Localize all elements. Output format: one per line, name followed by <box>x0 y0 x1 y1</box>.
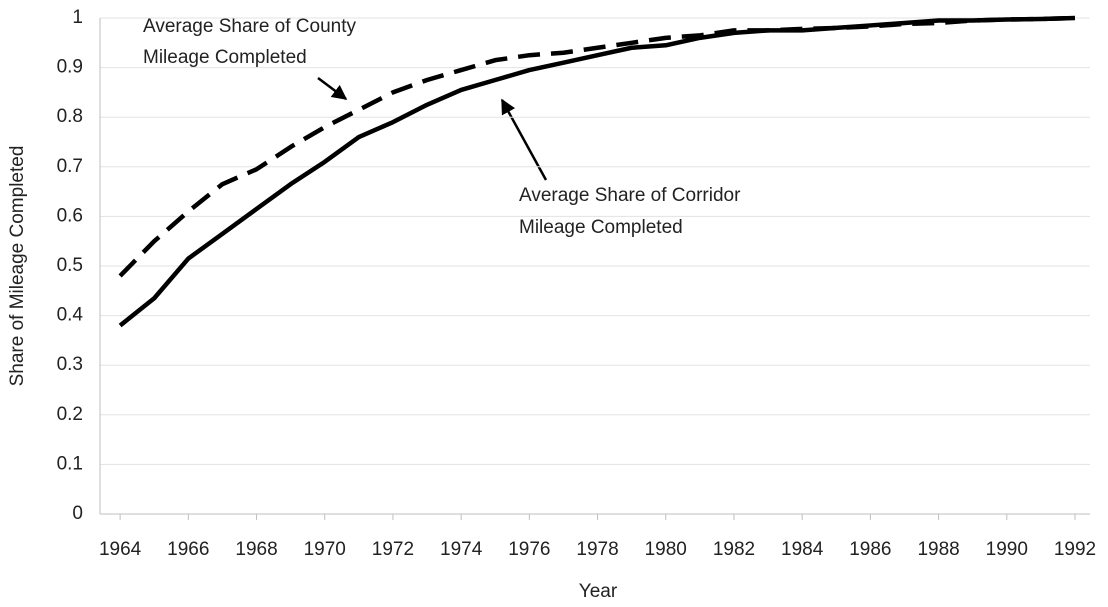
annotation: Mileage Completed <box>519 217 683 238</box>
line-series <box>118 15 1076 328</box>
y-tick-label: 1 <box>72 7 83 28</box>
x-tick-label: 1988 <box>917 539 959 560</box>
x-tick-label: 1978 <box>576 539 618 560</box>
x-tick-label: 1964 <box>99 539 142 560</box>
y-axis-label: Share of Mileage Completed <box>7 146 28 387</box>
y-tick-label: 0 <box>72 503 83 524</box>
x-tick-label: 1968 <box>235 539 277 560</box>
x-tick-label: 1982 <box>713 539 755 560</box>
annotation: Average Share of County <box>143 16 357 37</box>
annotation: Average Share of Corridor <box>519 185 741 206</box>
annotation-arrow <box>500 98 548 181</box>
annotation-arrow <box>317 77 348 100</box>
y-tick-label: 0.3 <box>57 354 83 375</box>
y-tick-label: 0.7 <box>57 156 83 177</box>
y-tick-label: 0.9 <box>57 57 83 78</box>
y-tick-label: 0.8 <box>57 106 83 127</box>
y-tick-label: 0.5 <box>57 255 83 276</box>
x-tick-label: 1970 <box>304 539 346 560</box>
x-tick-label: 1974 <box>440 539 483 560</box>
y-tick-label: 0.1 <box>57 453 83 474</box>
x-tick-label: 1990 <box>986 539 1028 560</box>
annotation: Mileage Completed <box>143 47 307 68</box>
x-tick-label: 1992 <box>1054 539 1096 560</box>
y-tick-label: 0.4 <box>57 305 84 326</box>
y-tick-label: 0.2 <box>57 404 83 425</box>
x-axis-label: Year <box>579 581 618 602</box>
x-tick-label: 1976 <box>508 539 550 560</box>
y-tick-label: 0.6 <box>57 205 83 226</box>
x-tick-label: 1972 <box>372 539 414 560</box>
x-tick-label: 1980 <box>645 539 687 560</box>
x-tick-label: 1984 <box>781 539 824 560</box>
x-tick-label: 1986 <box>849 539 891 560</box>
x-tick-label: 1966 <box>167 539 209 560</box>
